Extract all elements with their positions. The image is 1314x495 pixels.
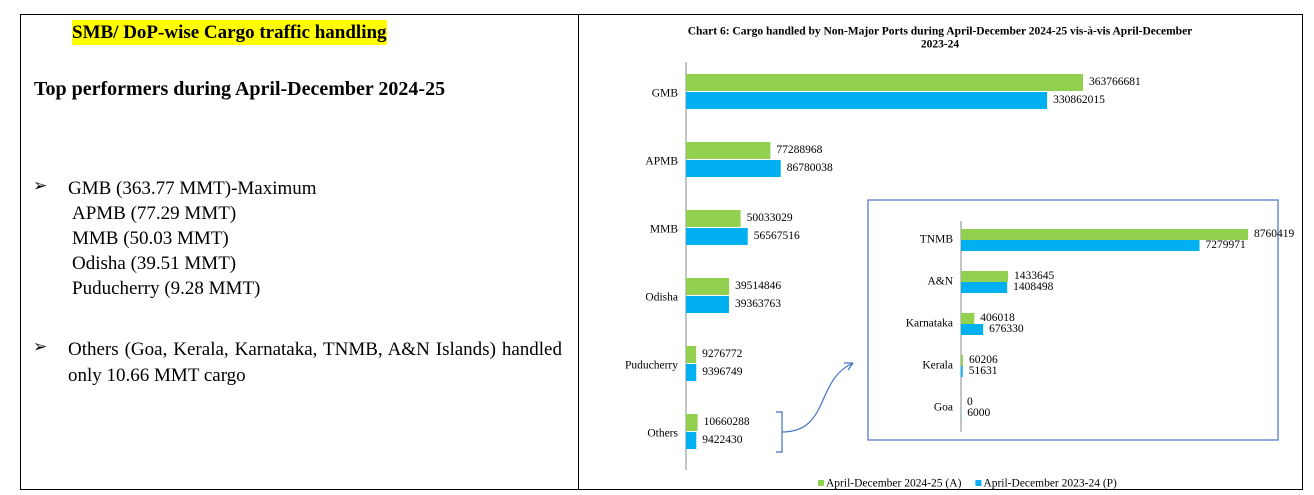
- category-label: Karnataka: [906, 318, 953, 330]
- bar: [686, 278, 730, 295]
- legend-label: April-December 2023-24 (P): [983, 478, 1117, 490]
- value-label: 9396749: [702, 366, 743, 378]
- value-label: 7279971: [1205, 239, 1246, 251]
- bracket: [776, 411, 783, 453]
- bar: [686, 92, 1048, 109]
- category-label: TNMB: [920, 234, 954, 246]
- bullet-line: Odisha (39.51 MMT): [72, 253, 237, 274]
- connector-arrow: [781, 362, 854, 433]
- value-label: 1433645: [1014, 270, 1055, 282]
- table-border: [20, 14, 1303, 490]
- value-label: 406018: [980, 312, 1015, 324]
- chart-title: 2023-24: [921, 39, 960, 51]
- bar: [961, 313, 975, 324]
- value-label: 77288968: [776, 144, 822, 156]
- value-label: 676330: [989, 323, 1024, 335]
- bar: [686, 296, 729, 313]
- value-label: 50033029: [747, 212, 793, 224]
- value-label: 60206: [969, 354, 998, 366]
- category-label: GMB: [652, 88, 679, 100]
- value-label: 1408498: [1013, 281, 1054, 293]
- value-label: 10660288: [704, 416, 750, 428]
- value-label: 39363763: [735, 298, 781, 310]
- legend-swatch: [818, 480, 824, 486]
- bar: [686, 210, 741, 227]
- bullet-line: Puducherry (9.28 MMT): [72, 278, 261, 299]
- bullet-marker: ➢: [33, 337, 48, 356]
- arrow-head: [844, 362, 854, 371]
- bullet-line: GMB (363.77 MMT)-Maximum: [68, 178, 317, 199]
- category-label: Puducherry: [625, 360, 678, 372]
- value-label: 6000: [967, 407, 990, 419]
- value-label: 51631: [969, 365, 998, 377]
- value-label: 9276772: [702, 348, 743, 360]
- legend-label: April-December 2024-25 (A): [826, 478, 962, 490]
- bar: [686, 228, 748, 245]
- bullet-line: MMB (50.03 MMT): [72, 228, 229, 249]
- value-label: 0: [967, 396, 973, 408]
- category-label: Odisha: [645, 292, 678, 304]
- bar: [961, 355, 963, 366]
- bar: [686, 414, 698, 431]
- category-label: A&N: [927, 276, 953, 288]
- value-label: 39514846: [735, 280, 781, 292]
- category-label: APMB: [645, 156, 678, 168]
- bullet-line: Others (Goa, Kerala, Karnataka, TNMB, A&…: [68, 339, 562, 386]
- value-label: 56567516: [754, 230, 800, 242]
- category-label: MMB: [650, 224, 678, 236]
- bar: [961, 324, 984, 335]
- bullet-line: APMB (77.29 MMT): [72, 203, 237, 224]
- bar: [686, 364, 697, 381]
- bar: [961, 229, 1248, 240]
- bar: [686, 160, 781, 177]
- bullet-marker: ➢: [33, 176, 48, 195]
- value-label: 330862015: [1053, 94, 1105, 106]
- bar: [686, 432, 697, 449]
- cell-divider: [578, 14, 579, 490]
- value-label: 9422430: [702, 434, 743, 446]
- bar: [961, 366, 963, 377]
- legend-swatch: [975, 480, 982, 486]
- bar: [961, 240, 1200, 251]
- chart-title: Chart 6: Cargo handled by Non-Major Port…: [688, 26, 1193, 38]
- heading: SMB/ DoP-wise Cargo traffic handling: [72, 20, 387, 45]
- bar: [961, 271, 1008, 282]
- inset-frame: [867, 199, 1279, 441]
- bar: [686, 346, 697, 363]
- bar: [686, 142, 771, 159]
- value-label: 363766681: [1089, 76, 1141, 88]
- category-label: Kerala: [922, 360, 953, 372]
- subheading: Top performers during April-December 202…: [34, 78, 446, 100]
- bar: [686, 74, 1083, 91]
- category-label: Others: [647, 428, 678, 440]
- category-label: Goa: [934, 402, 953, 414]
- value-label: 86780038: [787, 162, 833, 174]
- bar: [961, 282, 1008, 293]
- value-label: 8760419: [1254, 228, 1295, 240]
